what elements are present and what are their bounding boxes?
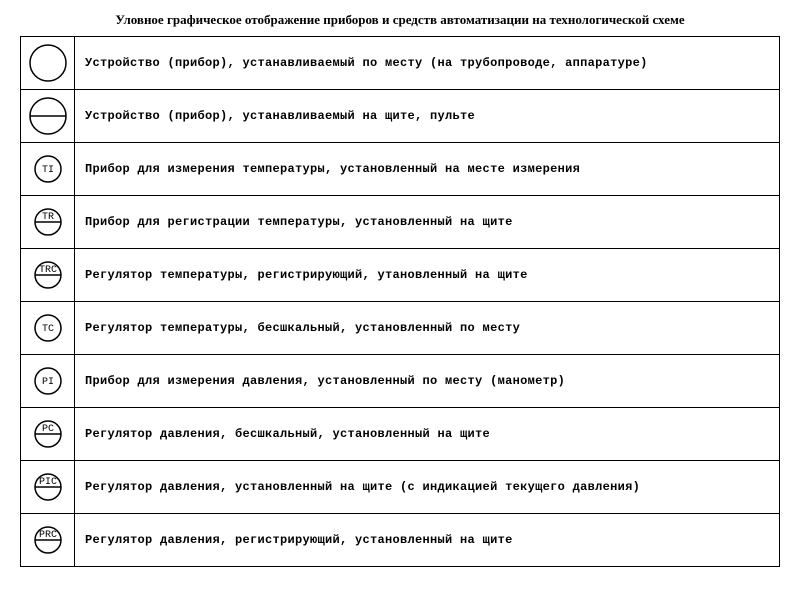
svg-text:TC: TC <box>41 324 53 335</box>
svg-text:PC: PC <box>41 424 53 435</box>
description-cell: Регулятор температуры, бесшкальный, уста… <box>75 302 780 355</box>
page-title: Уловное графическое отображение приборов… <box>20 12 780 28</box>
svg-text:TRC: TRC <box>38 265 56 276</box>
table-row: TR Прибор для регистрации температуры, ус… <box>21 196 780 249</box>
table-row: PRC Регулятор давления, регистрирующий, у… <box>21 514 780 567</box>
description-cell: Регулятор давления, регистрирующий, уста… <box>75 514 780 567</box>
description-cell: Устройство (прибор), устанавливаемый на … <box>75 90 780 143</box>
table-row: Устройство (прибор), устанавливаемый по … <box>21 37 780 90</box>
description-cell: Регулятор давления, установленный на щит… <box>75 461 780 514</box>
table-row: PIC Регулятор давления, установленный на … <box>21 461 780 514</box>
svg-text:PRC: PRC <box>38 530 56 541</box>
symbol-cell: PRC <box>21 514 75 567</box>
table-row: TRC Регулятор температуры, регистрирующий… <box>21 249 780 302</box>
table-row: Устройство (прибор), устанавливаемый на … <box>21 90 780 143</box>
table-row: PC Регулятор давления, бесшкальный, устан… <box>21 408 780 461</box>
symbol-cell: TC <box>21 302 75 355</box>
svg-text:PIC: PIC <box>38 477 56 488</box>
table-row: TC Регулятор температуры, бесшкальный, ус… <box>21 302 780 355</box>
symbol-cell: PIC <box>21 461 75 514</box>
table-row: PI Прибор для измерения давления, установ… <box>21 355 780 408</box>
symbol-cell <box>21 37 75 90</box>
svg-text:TR: TR <box>41 212 53 223</box>
description-cell: Прибор для измерения температуры, устано… <box>75 143 780 196</box>
symbol-cell: TRC <box>21 249 75 302</box>
description-cell: Устройство (прибор), устанавливаемый по … <box>75 37 780 90</box>
symbols-table: Устройство (прибор), устанавливаемый по … <box>20 36 780 567</box>
description-cell: Регулятор давления, бесшкальный, установ… <box>75 408 780 461</box>
description-cell: Регулятор температуры, регистрирующий, у… <box>75 249 780 302</box>
symbol-cell: TI <box>21 143 75 196</box>
description-cell: Прибор для регистрации температуры, уста… <box>75 196 780 249</box>
symbol-cell <box>21 90 75 143</box>
svg-text:TI: TI <box>41 165 53 176</box>
symbol-cell: PC <box>21 408 75 461</box>
description-cell: Прибор для измерения давления, установле… <box>75 355 780 408</box>
symbol-cell: PI <box>21 355 75 408</box>
svg-text:PI: PI <box>41 377 53 388</box>
table-row: TI Прибор для измерения температуры, уста… <box>21 143 780 196</box>
symbol-cell: TR <box>21 196 75 249</box>
